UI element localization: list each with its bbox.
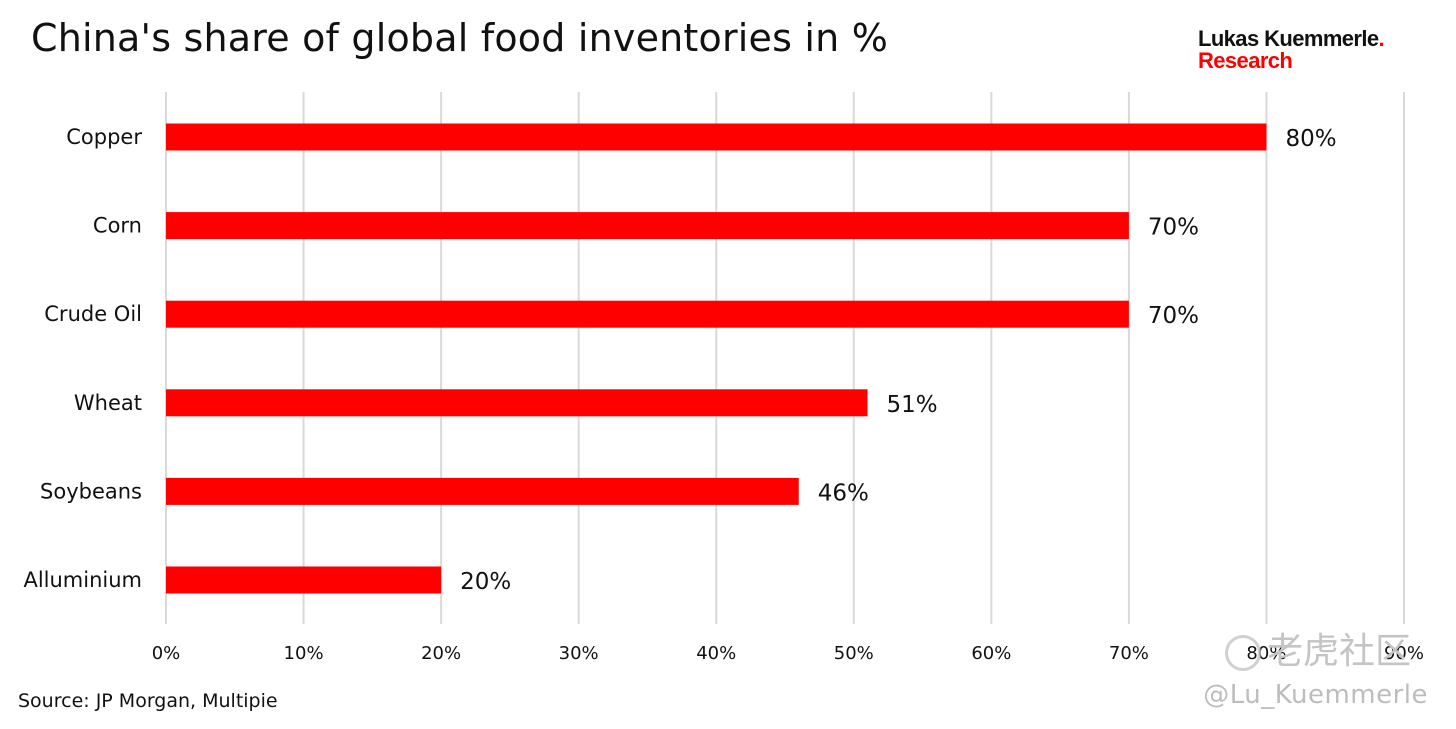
watermark-logo-text: 老虎社区: [1267, 631, 1412, 672]
x-tick-label: 20%: [421, 643, 461, 664]
data-label: 46%: [818, 480, 869, 506]
bar: [166, 300, 1129, 328]
data-label: 51%: [887, 392, 938, 418]
data-label: 70%: [1148, 215, 1199, 241]
data-label: 20%: [460, 569, 511, 595]
data-label: 80%: [1285, 126, 1336, 152]
x-tick-label: 30%: [559, 643, 599, 664]
x-tick-label: 50%: [834, 643, 874, 664]
x-tick-label: 10%: [284, 643, 324, 664]
category-label: Crude Oil: [44, 302, 142, 326]
x-tick-label: 90%: [1384, 643, 1424, 664]
brand-name: Lukas Kuemmerle: [1198, 26, 1379, 51]
brand-subtitle: Research: [1198, 48, 1293, 73]
data-label: 70%: [1148, 303, 1199, 329]
watermark-logo: 老虎社区: [1225, 622, 1411, 674]
bar: [166, 389, 868, 417]
category-label: Wheat: [74, 391, 142, 415]
x-tick-label: 70%: [1109, 643, 1149, 664]
bar: [166, 123, 1267, 151]
watermark-circle-icon: [1225, 635, 1261, 671]
brand-logo: Lukas Kuemmerle. Research: [1198, 26, 1385, 73]
x-tick-label: 60%: [971, 643, 1011, 664]
brand-dot: .: [1378, 26, 1385, 51]
source-note: Source: JP Morgan, Multipie: [18, 690, 278, 712]
x-tick-label: 0%: [152, 643, 181, 664]
bar: [166, 212, 1129, 240]
watermark-handle: @Lu_Kuemmerle: [1203, 680, 1428, 710]
category-label: Corn: [93, 214, 142, 238]
category-label: Copper: [66, 125, 142, 149]
category-label: Alluminium: [23, 568, 142, 592]
bar: [166, 477, 799, 505]
category-label: Soybeans: [40, 479, 142, 503]
bar: [166, 566, 442, 594]
chart-title: China's share of global food inventories…: [31, 16, 889, 60]
x-tick-label: 40%: [696, 643, 736, 664]
